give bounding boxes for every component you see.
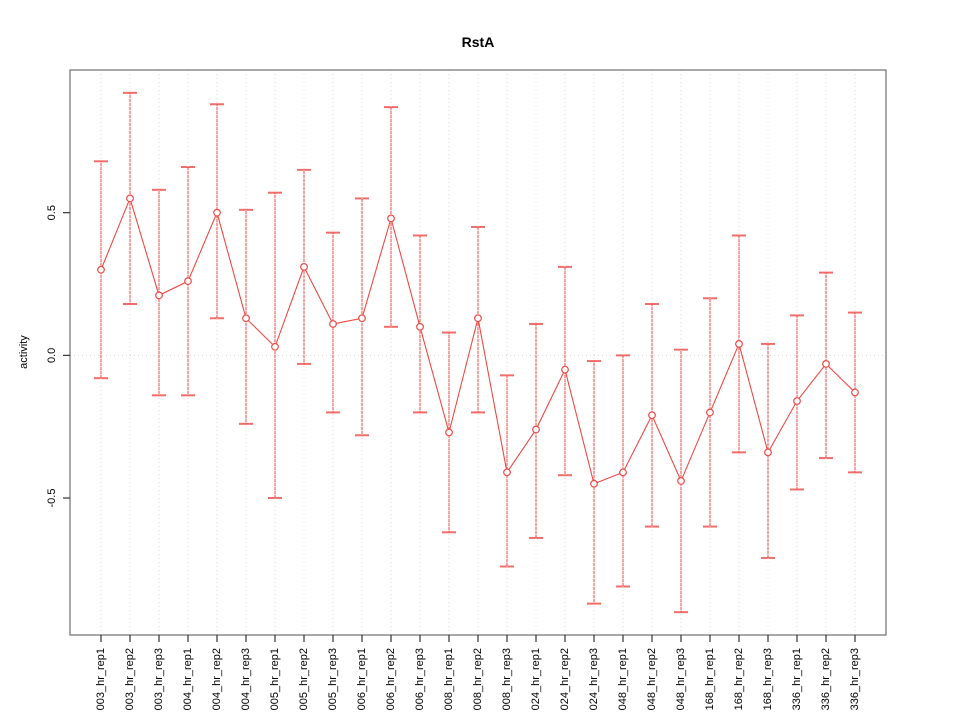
data-point xyxy=(213,208,221,217)
data-point xyxy=(706,408,714,417)
data-point xyxy=(271,342,279,351)
data-point xyxy=(590,479,598,488)
y-axis-label: activity xyxy=(18,335,30,369)
x-tick-label: 006_hr_rep3 xyxy=(414,648,426,710)
x-tick-label: 008_hr_rep3 xyxy=(501,648,513,710)
x-tick-label: 048_hr_rep1 xyxy=(617,648,629,710)
data-point xyxy=(416,322,424,331)
x-tick-label: 048_hr_rep2 xyxy=(646,648,658,710)
data-point xyxy=(851,388,859,397)
data-point xyxy=(822,360,830,368)
x-tick-label: 006_hr_rep1 xyxy=(356,648,368,710)
x-tick-label: 004_hr_rep2 xyxy=(211,648,223,710)
data-point xyxy=(619,468,627,477)
data-point xyxy=(648,411,656,420)
data-point xyxy=(300,262,308,271)
x-tick-label: 024_hr_rep1 xyxy=(530,648,542,710)
data-point xyxy=(561,365,569,374)
data-point xyxy=(474,314,482,323)
x-tick-label: 168_hr_rep1 xyxy=(704,648,716,710)
x-tick-label: 005_hr_rep1 xyxy=(269,648,281,710)
x-tick-label: 336_hr_rep2 xyxy=(820,648,832,710)
data-point xyxy=(97,265,105,274)
x-tick-label: 005_hr_rep3 xyxy=(327,648,339,710)
x-tick-label: 005_hr_rep2 xyxy=(298,648,310,710)
chart-title: RstA xyxy=(462,34,495,50)
x-tick-label: 003_hr_rep3 xyxy=(153,648,165,710)
x-tick-label: 003_hr_rep2 xyxy=(124,648,136,710)
y-tick-label: 0.5 xyxy=(46,205,58,220)
x-tick-label: 048_hr_rep3 xyxy=(675,648,687,710)
data-point xyxy=(532,425,540,434)
x-tick-label: 024_hr_rep2 xyxy=(559,648,571,710)
data-point xyxy=(445,428,453,437)
data-point xyxy=(329,320,337,328)
data-point xyxy=(764,448,772,457)
x-tick-label: 004_hr_rep1 xyxy=(182,648,194,710)
data-point xyxy=(126,194,134,203)
x-tick-label: 006_hr_rep2 xyxy=(385,648,397,710)
data-point xyxy=(242,314,250,323)
x-tick-label: 008_hr_rep2 xyxy=(472,648,484,710)
data-point xyxy=(387,214,395,223)
x-tick-label: 004_hr_rep3 xyxy=(240,648,252,710)
y-tick-label: 0.0 xyxy=(46,348,58,363)
x-tick-label: 024_hr_rep3 xyxy=(588,648,600,710)
data-point xyxy=(735,340,743,348)
x-tick-label: 003_hr_rep1 xyxy=(95,648,107,710)
data-point xyxy=(677,477,685,485)
data-point xyxy=(793,397,801,405)
x-tick-label: 168_hr_rep2 xyxy=(733,648,745,710)
data-point xyxy=(503,468,511,477)
y-tick-label: -0.5 xyxy=(46,489,58,508)
data-point xyxy=(358,314,366,323)
x-tick-label: 336_hr_rep1 xyxy=(791,648,803,710)
data-point xyxy=(155,291,163,300)
data-point xyxy=(184,277,192,286)
x-tick-label: 168_hr_rep3 xyxy=(762,648,774,710)
plot-area: -0.5 0.0 0.5 003_hr_rep1 003_hr_rep2 003_hr_r… xyxy=(46,69,887,710)
x-tick-label: 336_hr_rep3 xyxy=(849,648,861,710)
x-tick-label: 008_hr_rep1 xyxy=(443,648,455,710)
